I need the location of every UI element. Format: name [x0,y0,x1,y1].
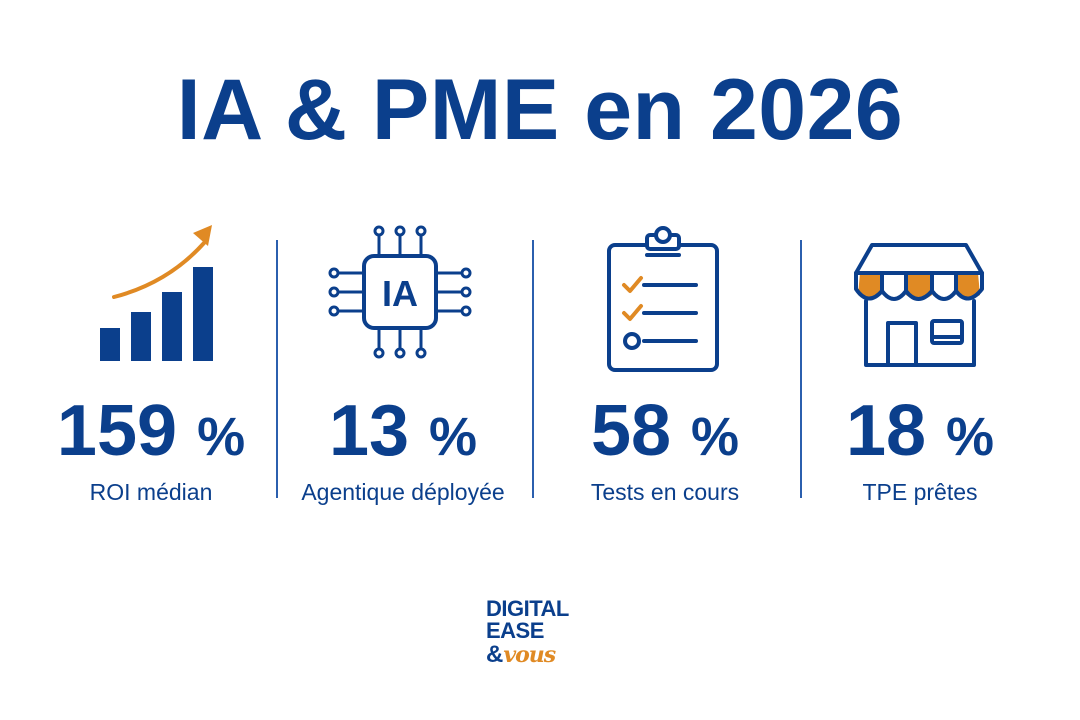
clipboard-checklist-icon [607,226,719,372]
stat-roi: 159 % ROI médian [40,215,262,515]
stat-value: 18 % [810,391,1030,477]
page-title: IA & PME en 2026 [176,62,904,158]
stat-number: 13 [328,391,410,471]
stat-tpe: 18 % TPE prêtes [810,215,1030,515]
stat-unit: % [429,407,478,467]
stat-value: 13 % [290,391,516,477]
stat-value: 159 % [40,391,262,477]
stats-row: 159 % ROI médian [0,215,1080,515]
storefront-icon [854,243,984,367]
stat-tests: 58 % Tests en cours [546,215,784,515]
stat-unit: % [197,407,246,467]
column-divider [276,240,278,498]
chip-text: IA [382,273,418,314]
stat-label: Agentique déployée [301,479,505,505]
logo-ampersand: & [486,641,504,668]
stat-label: ROI médian [89,479,213,505]
bar-chart-growth-icon [100,225,213,361]
logo-line-vous: &vous [486,641,606,669]
column-divider [532,240,534,498]
stat-value: 58 % [546,391,784,477]
ai-chip-icon: IA [328,225,472,359]
logo-vous: vous [503,642,556,668]
stat-unit: % [946,407,995,467]
stat-number: 159 [56,391,178,471]
stat-agentic: IA 13 % Agentique déployée [290,215,516,515]
logo-line-digital: DIGITAL [486,596,569,621]
digital-ease-vous-logo: DIGITAL EASE &vous [486,598,606,678]
stat-unit: % [691,407,740,467]
stat-label: Tests en cours [590,479,740,505]
stat-label: TPE prêtes [862,479,978,505]
column-divider [800,240,802,498]
stat-number: 18 [845,391,927,471]
logo-line-ease: EASE [486,618,544,643]
stat-number: 58 [590,391,672,471]
